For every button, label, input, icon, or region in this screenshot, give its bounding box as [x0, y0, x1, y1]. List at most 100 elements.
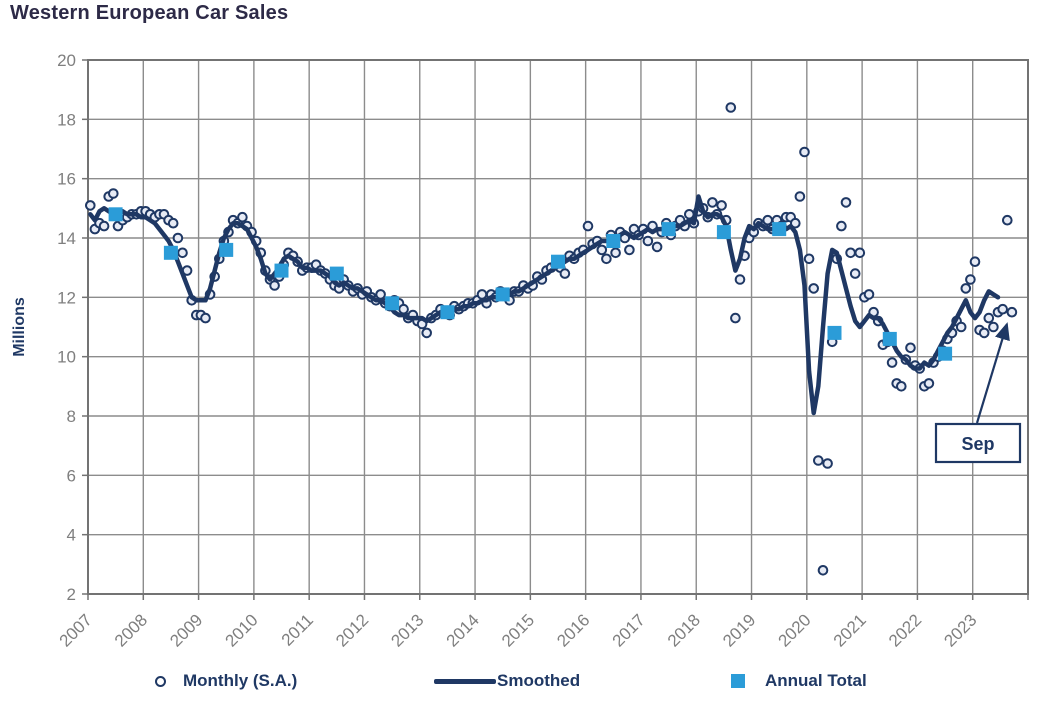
- monthly-point: [794, 191, 806, 202]
- x-tick-label: 2021: [830, 610, 870, 650]
- legend-item-annual: Annual Total: [731, 664, 867, 698]
- monthly-point: [582, 220, 594, 232]
- annual-total-marker: [938, 346, 953, 361]
- annual-total-marker: [551, 254, 565, 269]
- annual-total-marker: [495, 287, 510, 302]
- x-tick-label: 2014: [443, 610, 483, 650]
- smoothed-line: [88, 194, 1001, 416]
- y-tick-label: 20: [57, 51, 76, 70]
- monthly-point: [375, 289, 386, 300]
- y-tick-label: 6: [67, 466, 76, 485]
- y-axis-label: Millions: [11, 297, 28, 357]
- monthly-point: [836, 220, 847, 232]
- monthly-point: [707, 197, 718, 208]
- y-tick-label: 4: [67, 526, 76, 545]
- sep-annotation-arrow: [975, 322, 1010, 424]
- monthly-point: [596, 244, 608, 256]
- monthly-point: [983, 312, 995, 324]
- x-tick-label: 2007: [56, 610, 96, 650]
- annual-marker-icon: [731, 674, 745, 688]
- x-tick-label: 2010: [222, 610, 262, 650]
- monthly-point: [905, 342, 916, 354]
- x-tick-label: 2009: [166, 610, 206, 650]
- x-tick-label: 2016: [553, 610, 593, 650]
- x-tick-label: 2018: [664, 610, 704, 650]
- monthly-point: [601, 253, 612, 265]
- x-tick-label: 2011: [278, 610, 317, 649]
- monthly-point: [955, 321, 967, 333]
- annual-total-marker: [716, 225, 731, 240]
- monthly-point: [817, 565, 829, 576]
- plot-frame: [87, 59, 1029, 595]
- monthly-point: [172, 232, 184, 244]
- annual-total-marker: [882, 331, 897, 346]
- monthly-point: [803, 253, 815, 265]
- x-tick-label: 2013: [387, 610, 427, 650]
- annual-total-marker: [274, 263, 289, 278]
- legend-item-smoothed: Smoothed: [434, 664, 580, 698]
- car-sales-chart: 2 4 6 8 10 12 14 16 18 20 2007 2008 2009 2010 2011 2012…: [11, 51, 1029, 651]
- y-tick-label: 2: [67, 585, 76, 604]
- monthly-point: [863, 289, 875, 300]
- y-tick-label: 16: [57, 170, 76, 189]
- annual-total-marker: [440, 305, 455, 320]
- monthly-point: [642, 235, 654, 247]
- monthly-point: [108, 188, 119, 199]
- monthly-point: [85, 200, 96, 211]
- monthly-point: [886, 357, 898, 368]
- monthly-point: [421, 327, 433, 339]
- x-tick-label: 2020: [774, 610, 814, 650]
- monthly-point: [997, 303, 1009, 315]
- monthly-point: [813, 455, 824, 466]
- monthly-point: [1006, 306, 1018, 318]
- monthly-point: [822, 458, 833, 469]
- legend-item-monthly: Monthly (S.A.): [155, 664, 297, 698]
- monthly-point: [978, 327, 990, 339]
- monthly-point: [734, 274, 746, 285]
- monthly-point: [177, 247, 188, 259]
- x-tick-label: 2017: [609, 610, 649, 650]
- monthly-point: [845, 247, 856, 259]
- annual-total-marker: [108, 207, 123, 222]
- chart-legend: Monthly (S.A.) Smoothed Annual Total: [0, 664, 1042, 698]
- annual-total-marker: [772, 222, 787, 237]
- monthly-point: [840, 197, 852, 208]
- x-tick-label: 2008: [111, 610, 151, 650]
- annual-total-marker: [385, 296, 400, 311]
- sep-annotation-label: Sep: [961, 434, 994, 454]
- monthly-point: [559, 268, 571, 279]
- x-tick-label: 2022: [885, 610, 925, 650]
- chart-title: Western European Car Sales: [10, 2, 289, 24]
- monthly-point: [965, 274, 976, 285]
- legend-label-smoothed: Smoothed: [497, 671, 581, 690]
- monthly-point: [988, 321, 999, 333]
- y-tick-label: 18: [57, 110, 76, 129]
- y-tick-label: 14: [57, 229, 76, 248]
- annual-total-marker: [827, 325, 842, 340]
- monthly-point: [808, 283, 820, 294]
- x-tick-label: 2015: [498, 610, 538, 650]
- monthly-point: [716, 200, 727, 211]
- x-tick-label: 2012: [332, 610, 372, 650]
- monthly-point: [762, 214, 774, 226]
- annual-total-marker: [606, 234, 621, 248]
- monthly-point: [269, 280, 280, 291]
- monthly-point: [167, 217, 179, 229]
- monthly-point: [237, 211, 248, 223]
- monthly-point: [960, 283, 972, 294]
- monthly-point: [923, 378, 935, 389]
- monthly-point: [896, 381, 907, 392]
- annual-total-marker: [329, 266, 344, 281]
- monthly-point: [1002, 214, 1013, 226]
- x-tick-label: 2019: [719, 610, 759, 650]
- legend-label-monthly: Monthly (S.A.): [183, 671, 298, 690]
- monthly-point: [799, 146, 810, 158]
- monthly-point: [684, 209, 695, 220]
- legend-label-annual: Annual Total: [765, 671, 867, 690]
- monthly-point: [398, 303, 409, 315]
- monthly-point: [725, 102, 737, 113]
- monthly-point: [200, 312, 211, 324]
- monthly-point: [790, 217, 801, 229]
- x-tick-label: 2023: [940, 610, 980, 650]
